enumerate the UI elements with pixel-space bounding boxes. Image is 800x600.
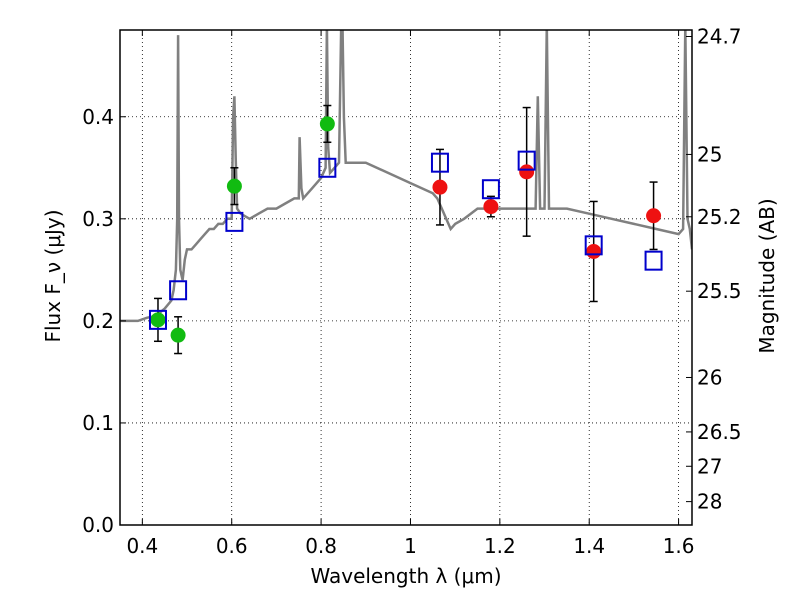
right-tick-label: 25.2 <box>697 205 742 229</box>
y-tick-label: 0.4 <box>82 105 114 129</box>
right-axis-label: Magnitude (AB) <box>755 198 779 353</box>
x-tick-label: 0.6 <box>216 534 248 558</box>
model-spectrum <box>120 30 692 323</box>
y-tick-label: 0.3 <box>82 207 114 231</box>
y-tick-label: 0.1 <box>82 411 114 435</box>
blue-square-point <box>148 309 167 330</box>
x-axis-label: Wavelength λ (μm) <box>310 564 501 588</box>
red-circle-point <box>483 199 499 215</box>
blue-square-point <box>318 157 337 178</box>
blue-square-point <box>169 280 188 301</box>
blue-square-point <box>225 211 244 232</box>
x-tick-label: 0.4 <box>126 534 158 558</box>
green-circle-point <box>226 178 242 194</box>
right-tick-label: 25.5 <box>697 279 742 303</box>
blue-square-point <box>644 250 663 271</box>
x-tick-label: 0.8 <box>305 534 337 558</box>
green-circle-point <box>170 327 186 343</box>
x-tick-label: 1.4 <box>573 534 605 558</box>
data-points <box>148 116 663 343</box>
blue-square-point <box>430 152 449 173</box>
red-circle-point <box>646 208 662 224</box>
y-tick-label: 0.0 <box>82 513 114 537</box>
grid-lines <box>120 30 692 526</box>
y-tick-label: 0.2 <box>82 309 114 333</box>
blue-square-point <box>584 235 603 256</box>
red-circle-point <box>432 179 448 195</box>
plot-frame <box>119 29 693 526</box>
x-tick-label: 1 <box>404 534 417 558</box>
red-circle-point <box>586 243 602 259</box>
blue-square-point <box>517 150 536 171</box>
green-circle-point <box>150 312 166 328</box>
x-tick-label: 1.2 <box>484 534 516 558</box>
right-axis-ticks: 24.7 25 25.2 25.5 26 26.5 27 28 <box>686 25 742 514</box>
error-bars <box>153 104 658 355</box>
red-circle-point <box>519 164 535 180</box>
right-tick-label: 26 <box>697 365 722 389</box>
right-tick-label: 28 <box>697 490 722 514</box>
x-axis-ticks: 0.4 0.6 0.8 1 1.2 1.4 1.6 <box>126 30 695 558</box>
right-tick-label: 24.7 <box>697 25 742 49</box>
right-tick-label: 25 <box>697 142 722 166</box>
right-tick-label: 26.5 <box>697 420 742 444</box>
x-tick-label: 1.6 <box>663 534 695 558</box>
blue-square-point <box>481 179 500 200</box>
model-spectrum-line <box>120 30 692 323</box>
y-axis-ticks: 0.0 0.1 0.2 0.3 0.4 <box>82 105 126 537</box>
right-tick-label: 27 <box>697 454 722 478</box>
y-axis-label: Flux F_ν (μJy) <box>41 209 65 342</box>
green-circle-point <box>319 116 335 132</box>
